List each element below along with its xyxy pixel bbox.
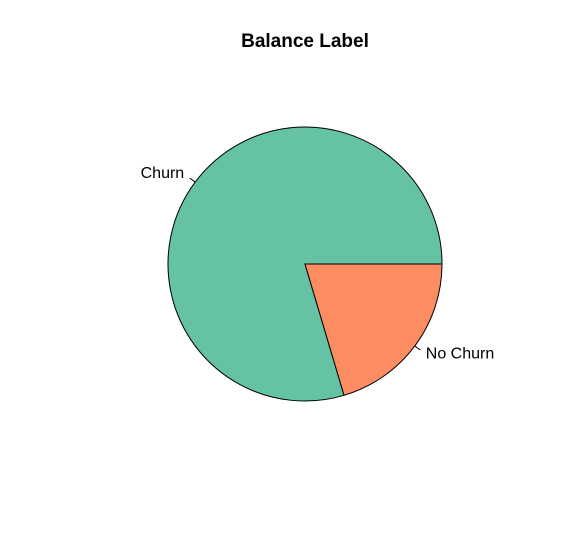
pie-slice-churn xyxy=(167,126,443,402)
pie-slices xyxy=(167,126,443,402)
label-ticks xyxy=(189,177,421,351)
chart-title: Balance Label xyxy=(241,31,369,52)
label-tick-no-churn xyxy=(414,345,421,351)
slice-labels: Churn No Churn xyxy=(141,165,495,362)
slice-label-churn: Churn xyxy=(141,165,185,182)
pie-slice-no-churn xyxy=(304,263,443,396)
label-tick-churn xyxy=(189,177,196,183)
slice-label-no-churn: No Churn xyxy=(426,345,494,362)
